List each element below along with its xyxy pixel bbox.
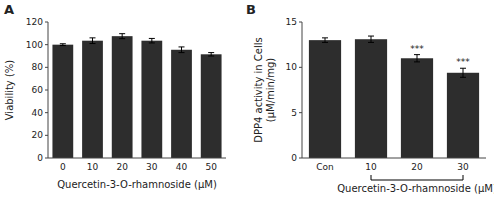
error-bar-line	[417, 55, 418, 62]
error-bar-cap	[60, 43, 66, 44]
panel-label: A	[4, 2, 14, 17]
y-axis	[48, 22, 49, 158]
error-bar-cap	[149, 42, 155, 43]
error-bar-cap	[90, 37, 96, 38]
y-axis-label: Viability (%)	[4, 60, 15, 121]
error-bar-cap	[414, 54, 420, 55]
x-tick-label: 0	[60, 162, 66, 172]
bar	[401, 58, 433, 158]
x-tick-label: 40	[176, 162, 188, 172]
x-tick-label: 10	[87, 162, 99, 172]
error-bar-line	[211, 53, 212, 56]
x-axis	[302, 158, 486, 159]
error-bar	[208, 53, 214, 56]
bar	[171, 50, 192, 158]
y-axis-label: DPP4 activity in Cells(μM/min/mg)	[253, 37, 276, 143]
bars	[309, 36, 479, 158]
y-tick-label: 5	[291, 108, 297, 118]
x-tick-label: 30	[146, 162, 158, 172]
error-bar-cap	[322, 42, 328, 43]
significance: ***	[410, 44, 424, 54]
error-bar-cap	[208, 52, 214, 53]
bar	[309, 40, 341, 158]
error-bar	[149, 38, 155, 43]
error-bar-cap	[179, 46, 185, 47]
error-bar	[368, 36, 374, 42]
error-bar	[119, 34, 125, 39]
panel-label: B	[246, 2, 256, 17]
y-tick-label: 10	[286, 62, 298, 72]
panel: A 0 20 40 60 80 100 120 0 10 20 30 40 50 Quercetin-3-O…	[4, 2, 226, 190]
error-bar-line	[325, 38, 326, 43]
y-axis	[302, 22, 303, 158]
error-bar-cap	[90, 43, 96, 44]
error-bar	[322, 38, 328, 43]
error-bar-cap	[368, 42, 374, 43]
y-tick-label: 100	[26, 40, 43, 50]
error-bar-cap	[460, 77, 466, 78]
bar	[447, 73, 479, 158]
error-bar-cap	[322, 37, 328, 38]
y-tick-label: 0	[291, 153, 297, 163]
error-bar-line	[371, 36, 372, 42]
error-bar	[90, 38, 96, 44]
error-bar-cap	[208, 56, 214, 57]
x-tick-label: 50	[205, 162, 217, 172]
y-tick-label: 80	[32, 62, 44, 72]
bar	[112, 36, 133, 158]
error-bar-cap	[460, 68, 466, 69]
x-tick-label: 30	[457, 162, 469, 172]
error-bar-cap	[414, 61, 420, 62]
bar	[141, 41, 162, 158]
bar	[355, 39, 387, 158]
bar	[82, 41, 103, 158]
y-tick-label: 40	[32, 108, 44, 118]
bar	[201, 54, 222, 158]
x-tick-label: Con	[316, 162, 334, 172]
panel: B 0 5 10 15 Con 10 20 30 DPP4 activity in Cells(μ…	[246, 2, 494, 194]
error-bar-line	[181, 47, 182, 53]
error-bar-cap	[368, 36, 374, 37]
error-bar-cap	[60, 45, 66, 46]
error-bar-cap	[149, 38, 155, 39]
error-bar-line	[92, 38, 93, 44]
error-bar-line	[122, 34, 123, 39]
error-bar	[179, 47, 185, 53]
error-bar	[414, 55, 420, 62]
significance: ***	[456, 57, 470, 67]
y-tick-label: 0	[37, 153, 43, 163]
bracket	[371, 175, 463, 180]
error-bar	[460, 68, 466, 77]
x-tick-label: 10	[365, 162, 377, 172]
y-tick-label: 60	[32, 85, 44, 95]
x-axis-label: Quercetin-3-O-rhamnoside (μM)	[57, 179, 217, 190]
error-bar-cap	[179, 52, 185, 53]
x-tick-label: 20	[116, 162, 128, 172]
y-axis-label-line: Viability (%)	[4, 60, 15, 121]
x-tick-label: 20	[411, 162, 423, 172]
error-bar-cap	[119, 33, 125, 34]
bracket-label: Quercetin-3-O-rhamnoside (μM)	[337, 183, 494, 194]
y-axis-label-line: DPP4 activity in Cells	[253, 37, 264, 143]
y-axis-label-line: (μM/min/mg)	[265, 58, 276, 123]
y-tick-label: 120	[26, 17, 43, 27]
y-tick-label: 20	[32, 130, 44, 140]
y-tick-label: 15	[286, 17, 297, 27]
error-bar-line	[463, 68, 464, 77]
error-bar	[60, 44, 66, 46]
x-axis	[48, 158, 226, 159]
bar	[52, 45, 73, 158]
error-bar-cap	[119, 38, 125, 39]
bars	[52, 34, 221, 158]
error-bar-line	[151, 38, 152, 43]
